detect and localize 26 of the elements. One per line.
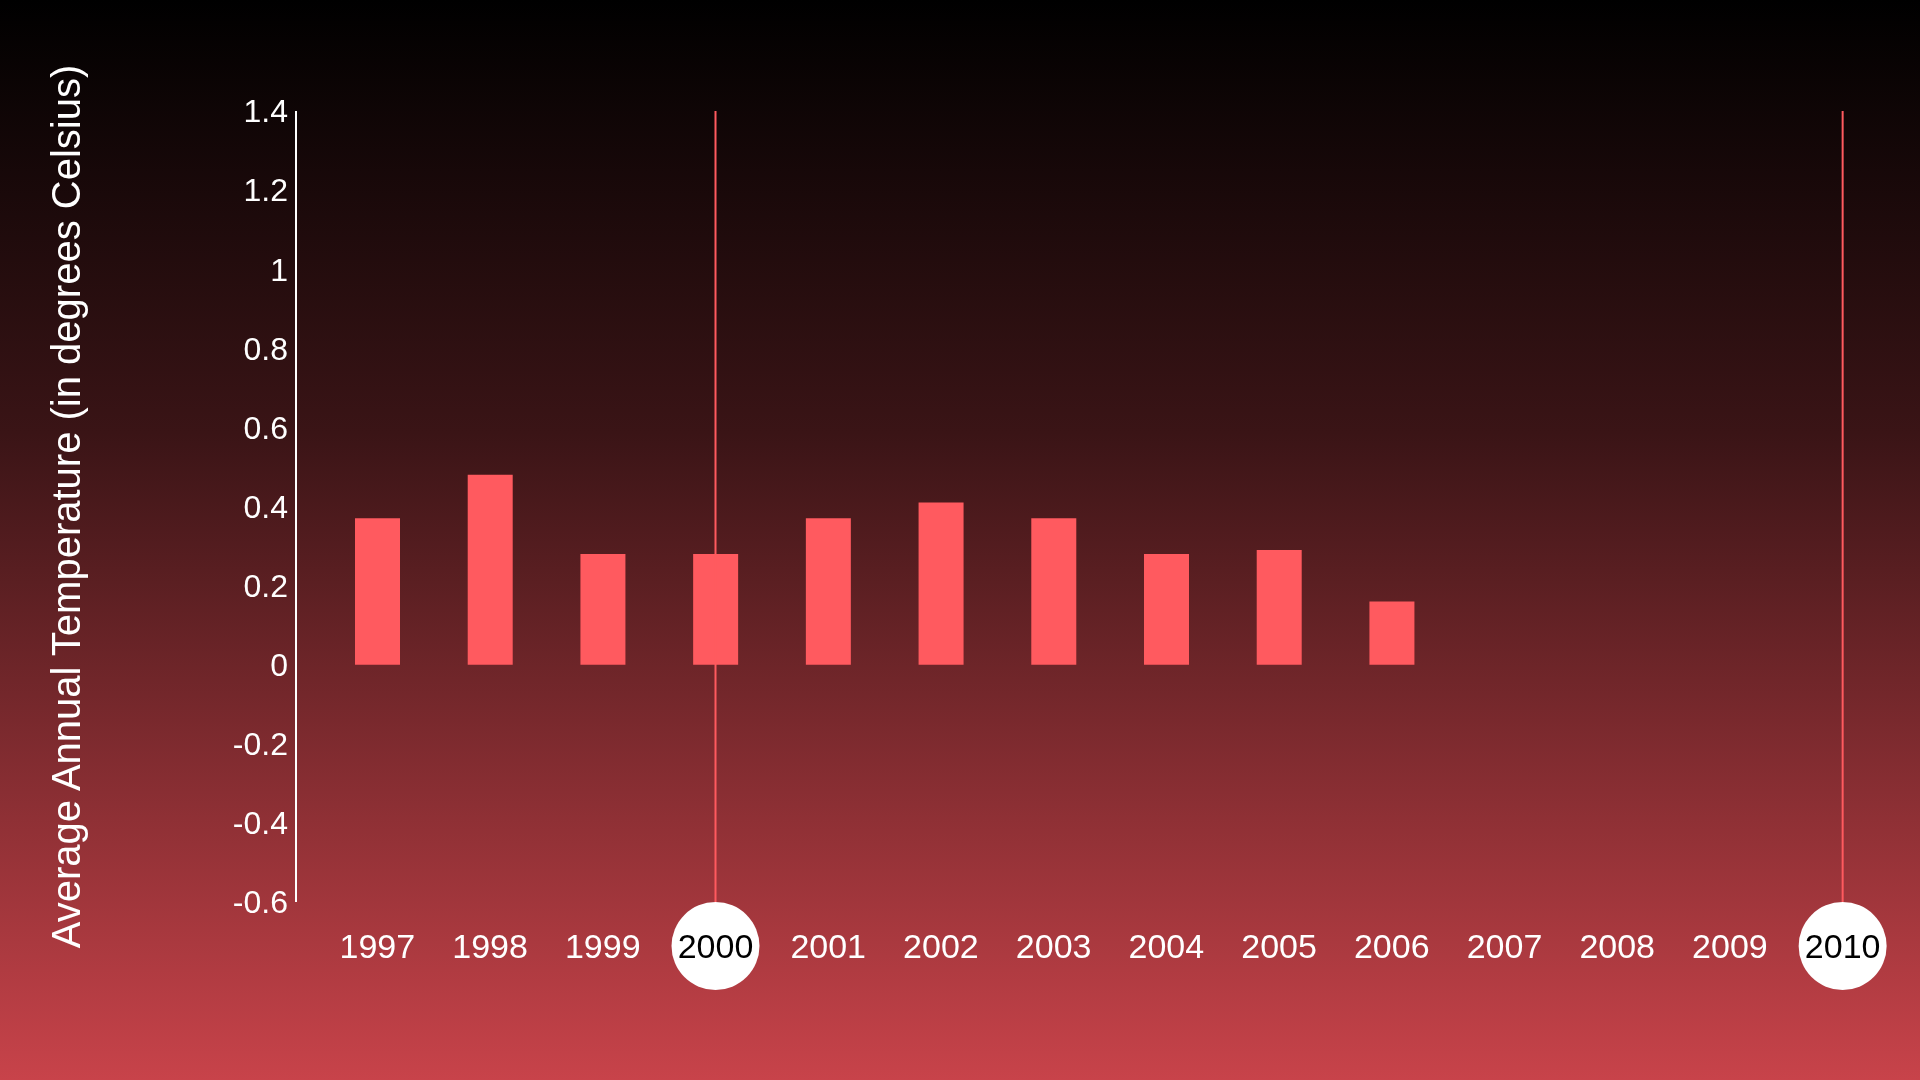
y-tick-label: 0.6 xyxy=(243,409,288,446)
y-tick-label: -0.6 xyxy=(232,884,288,921)
x-tick-label: 2003 xyxy=(1015,927,1092,965)
x-tick-label: 2006 xyxy=(1353,927,1430,965)
x-tick-label: 2004 xyxy=(1128,927,1205,965)
x-tick-label: 2008 xyxy=(1579,927,1656,965)
x-tick-label: 2010 xyxy=(1804,927,1881,965)
x-tick-label: 2000 xyxy=(677,927,754,965)
y-tick-label: -0.4 xyxy=(232,805,288,842)
y-tick-label: 1.2 xyxy=(243,172,288,209)
x-tick-label: 1998 xyxy=(452,927,528,965)
y-tick-label: 0.2 xyxy=(243,567,288,604)
x-tick-label: 2009 xyxy=(1692,927,1768,965)
y-tick-label: 0.4 xyxy=(243,488,288,525)
y-axis-title: Average Annual Temperature (in degrees Celsius) xyxy=(44,64,89,949)
x-tick-label: 1997 xyxy=(339,927,416,965)
y-tick-label: -0.2 xyxy=(232,726,288,763)
y-tick-label: 1 xyxy=(270,251,288,288)
x-tick-label: 1999 xyxy=(564,927,641,965)
y-tick-label: 0 xyxy=(270,647,288,684)
y-tick-label: 1.4 xyxy=(243,93,288,130)
x-tick-label: 2005 xyxy=(1241,927,1317,965)
y-tick-label: 0.8 xyxy=(243,330,288,367)
x-tick-label: 2007 xyxy=(1466,927,1543,965)
x-tick-label: 2001 xyxy=(790,927,867,965)
x-tick-label: 2002 xyxy=(903,927,979,965)
